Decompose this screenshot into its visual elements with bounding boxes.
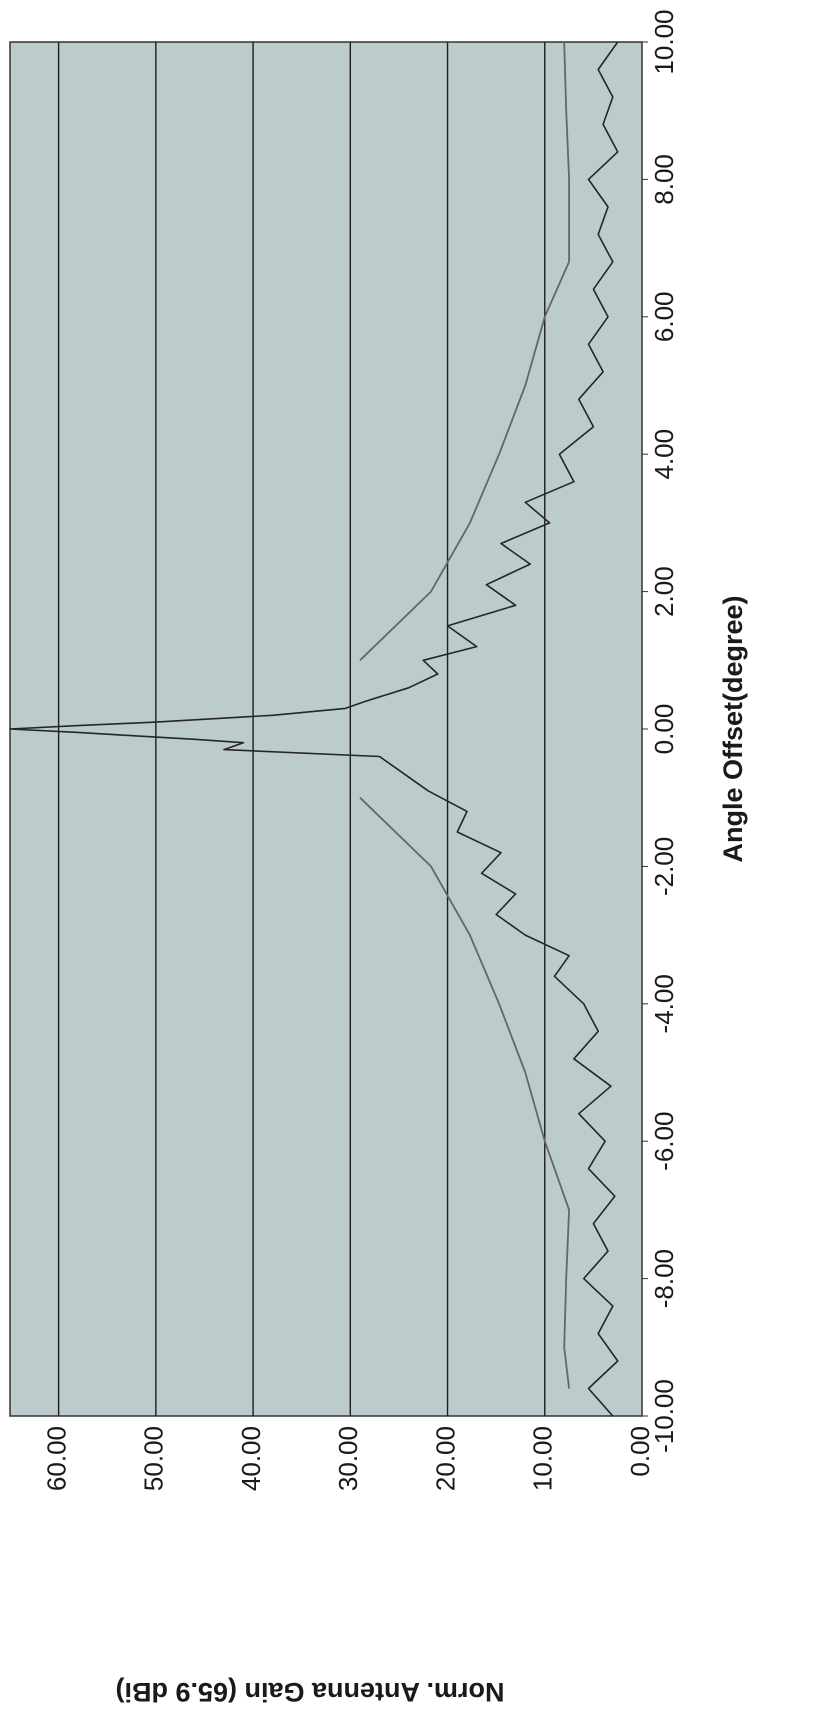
y-tick-label: 0.00 (625, 1426, 655, 1477)
x-tick-label: -6.00 (649, 1112, 679, 1171)
x-tick-label: 0.00 (649, 704, 679, 755)
x-tick-label: -2.00 (649, 837, 679, 896)
y-tick-label: 10.00 (528, 1426, 558, 1491)
series-measured-line (9, 41, 619, 1417)
y-tick-label: 60.00 (41, 1426, 71, 1491)
y-tick-label: 40.00 (236, 1426, 266, 1491)
plot-area (9, 41, 643, 1417)
y-tick-label: 20.00 (430, 1426, 460, 1491)
y-tick-label: 30.00 (333, 1426, 363, 1491)
y-axis-title: Norm. Antenna Gain (65.9 dBi) (115, 1677, 504, 1707)
x-tick-label: -10.00 (649, 1379, 679, 1453)
x-tick-label: -4.00 (649, 974, 679, 1033)
y-tick-label: 50.00 (139, 1426, 169, 1491)
x-tick-label: 2.00 (649, 566, 679, 617)
x-tick-label: 6.00 (649, 291, 679, 342)
x-axis-title: Angle Offset(degree) (718, 595, 748, 862)
series-envelope-left-line (359, 797, 570, 1389)
x-tick-label: 8.00 (649, 154, 679, 205)
x-tick-label: 4.00 (649, 429, 679, 480)
x-tick-label: -8.00 (649, 1249, 679, 1308)
x-tick-label: 10.00 (649, 9, 679, 74)
series-envelope-right-line (359, 41, 570, 661)
